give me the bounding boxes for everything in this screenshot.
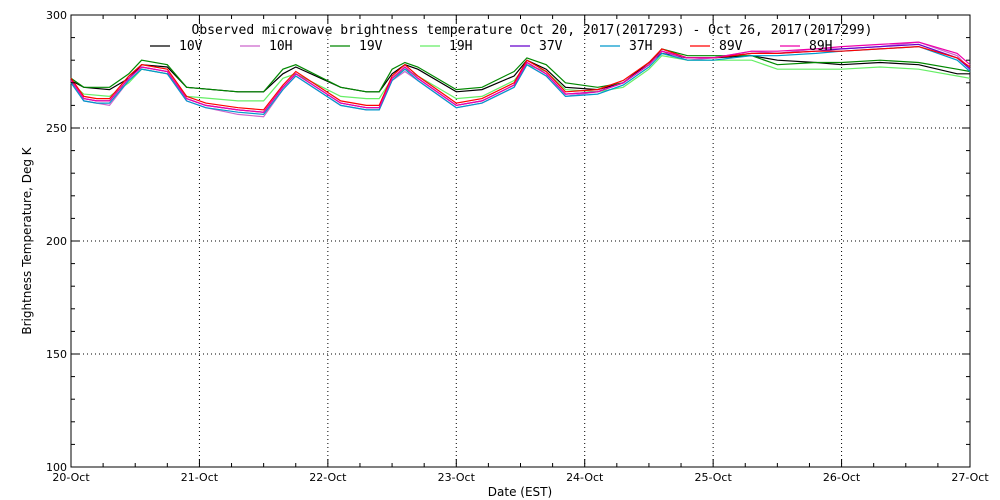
series-line-37h [70, 45, 971, 116]
legend-label: 37H [629, 39, 652, 54]
y-tick-label: 150 [46, 348, 67, 361]
y-tick-label: 100 [46, 461, 67, 474]
chart-title: Observed microwave brightness temperatur… [192, 23, 873, 38]
x-tick-label: 21-Oct [181, 471, 219, 484]
legend-label: 19H [449, 39, 472, 54]
legend-label: 37V [539, 39, 563, 54]
y-tick-label: 300 [46, 9, 67, 22]
legend-label: 89H [809, 39, 832, 54]
y-tick-label: 250 [46, 122, 67, 135]
x-tick-label: 25-Oct [694, 471, 732, 484]
legend-label: 10H [269, 39, 292, 54]
x-axis-label: Date (EST) [488, 485, 552, 499]
legend-label: 10V [179, 39, 203, 54]
x-tick-label: 27-Oct [951, 471, 989, 484]
series-line-89v [70, 45, 971, 111]
legend: 10V 10H 19V 19H 37V 37H 89V 89H [150, 39, 832, 54]
y-tick-label: 200 [46, 235, 67, 248]
ticks-layer: 100 150 200 250 300 20-Oct 21-Oct 22-Oct 23-Oct 2… [46, 9, 989, 484]
legend-label: 19V [359, 39, 383, 54]
y-axis-label: Brightness Temperature, Deg K [20, 146, 34, 334]
legend-label: 89V [719, 39, 743, 54]
x-tick-label: 24-Oct [566, 471, 604, 484]
series-line-37v [70, 43, 971, 113]
grid-layer [71, 15, 970, 467]
series-line-89h [70, 41, 971, 113]
series-line-19v [70, 48, 971, 93]
series-layer [70, 41, 971, 118]
x-tick-label: 26-Oct [823, 471, 861, 484]
x-tick-label: 23-Oct [438, 471, 476, 484]
x-tick-label: 20-Oct [52, 471, 90, 484]
x-tick-label: 22-Oct [309, 471, 347, 484]
